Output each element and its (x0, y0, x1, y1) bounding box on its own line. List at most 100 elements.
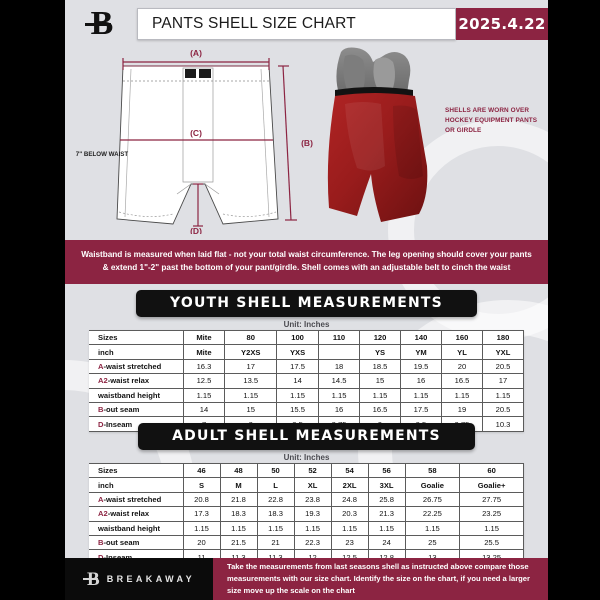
table-cell: 14.5 (318, 373, 361, 389)
table-cell: 21.3 (367, 506, 406, 522)
table-cell: 20 (182, 534, 221, 551)
table-cell: YS (359, 344, 402, 360)
row-marker: A (98, 361, 104, 371)
row-label: B-out seam (89, 401, 184, 418)
table-cell: 16 (318, 401, 361, 418)
table-cell: 60 (459, 462, 524, 479)
table-cell: 27.75 (459, 491, 524, 508)
breakaway-b-logo-icon: B (84, 5, 113, 42)
table-cell: 1.15 (256, 520, 295, 536)
table-cell: Y2XS (224, 344, 278, 360)
table-cell: 23.25 (459, 506, 524, 522)
table-cell: S (182, 477, 221, 493)
table-cell: 25.5 (459, 534, 524, 551)
table-cell: 1.15 (276, 387, 320, 403)
page-header: B PANTS SHELL SIZE CHART 2025.4.22 (65, 5, 548, 42)
table-cell: 1.15 (182, 387, 226, 403)
table-cell: 12.5 (182, 373, 226, 389)
table-cell: 16.3 (182, 358, 226, 375)
table-cell: 120 (359, 329, 402, 346)
table-cell: 56 (367, 462, 406, 479)
table-cell: 180 (481, 329, 525, 346)
table-cell: 1.15 (359, 387, 402, 403)
table-cell: 3XL (367, 477, 406, 493)
table-cell: 22.8 (256, 491, 295, 508)
table-cell: 16.5 (441, 373, 483, 389)
row-marker: D (98, 419, 104, 429)
table-row: A2-waist relax 17.3 18.3 18.3 19.3 20.3 21.3 22… (89, 506, 524, 522)
row-label: A2-waist relax (89, 373, 184, 389)
table-cell: 1.15 (224, 387, 278, 403)
row-marker: D (98, 553, 103, 562)
table-cell: Mite (182, 344, 226, 360)
table-cell: 19.5 (400, 358, 442, 375)
table-cell: 15 (359, 373, 402, 389)
diagram-label-a: (A) (190, 48, 202, 58)
row-marker: B (98, 538, 104, 548)
table-cell: 1.15 (293, 520, 332, 536)
footer-brand: B BREAKAWAY (65, 558, 213, 600)
table-cell: 54 (330, 462, 369, 479)
title-bar: PANTS SHELL SIZE CHART (137, 8, 456, 40)
diagram-area: (A) (B) (C) (D) 7" BELOW WAIST (65, 44, 548, 234)
table-cell: 14 (276, 373, 320, 389)
table-cell: 24.8 (330, 491, 369, 508)
table-cell: YL (441, 344, 483, 360)
footer-note: Take the measurements from last seasons … (213, 558, 548, 600)
table-cell: 2XL (330, 477, 369, 493)
table-cell: Mite (182, 329, 226, 346)
table-cell: 1.15 (459, 520, 524, 536)
instruction-banner: Waistband is measured when laid flat - n… (65, 240, 548, 284)
table-cell: 17.3 (182, 506, 221, 522)
breakaway-b-logo-icon: B (83, 568, 100, 590)
diagram-label-b: (B) (301, 138, 313, 148)
pants-technical-drawing: (A) (B) (C) (D) (116, 48, 313, 234)
table-cell: 25.8 (367, 491, 406, 508)
row-marker: A (98, 494, 104, 504)
table-cell: 17 (224, 358, 278, 375)
table-cell: YM (400, 344, 442, 360)
table-row: A-waist stretched 20.8 21.8 22.8 23.8 24.8 25.… (89, 491, 524, 508)
adult-unit-label: Unit: Inches (283, 453, 330, 462)
adult-measurements-table: Sizes 46 48 50 52 54 56 58 60 inch S M L XL 2XL 3XL Goal… (89, 462, 524, 565)
table-cell: 23.8 (293, 491, 332, 508)
table-cell: 19 (441, 401, 483, 418)
table-cell: 21.8 (219, 491, 258, 508)
table-cell: XL (293, 477, 332, 493)
table-cell: 20 (441, 358, 483, 375)
table-cell: 1.15 (182, 520, 221, 536)
youth-section-title: YOUTH SHELL MEASUREMENTS (136, 290, 477, 317)
youth-measurements-table: Sizes Mite 80 100 110 120 140 160 180 inch Mite Y2X… (89, 329, 525, 432)
page-footer: B BREAKAWAY Take the measurements from l… (65, 558, 548, 600)
table-cell: 15.5 (276, 401, 320, 418)
table-cell: 21.5 (219, 534, 258, 551)
date-badge: 2025.4.22 (456, 8, 548, 40)
row-label: Sizes (89, 329, 184, 346)
table-cell: 52 (293, 462, 332, 479)
table-cell: 1.15 (318, 387, 361, 403)
table-cell: 140 (400, 329, 442, 346)
table-cell: 18 (318, 358, 361, 375)
row-label: waistband height (89, 387, 184, 403)
table-cell: 48 (219, 462, 258, 479)
table-cell: 16 (400, 373, 442, 389)
table-cell: 20.5 (481, 358, 525, 375)
table-cell: 17.5 (276, 358, 320, 375)
table-row: inch Mite Y2XS YXS YS YM YL YXL (89, 344, 525, 360)
table-cell: 18.5 (359, 358, 402, 375)
table-cell: 14 (182, 401, 226, 418)
table-row: waistband height 1.15 1.15 1.15 1.15 1.15 1.15… (89, 520, 524, 536)
table-row: waistband height 1.15 1.15 1.15 1.15 1.15 1.15… (89, 387, 525, 403)
table-cell: 1.15 (330, 520, 369, 536)
table-cell (318, 344, 361, 360)
table-cell: 17.5 (400, 401, 442, 418)
adult-section-header: ADULT SHELL MEASUREMENTS Unit: Inches (65, 423, 548, 462)
table-cell: 18.3 (256, 506, 295, 522)
table-row: Sizes Mite 80 100 110 120 140 160 180 (89, 329, 525, 346)
row-label: inch (89, 477, 184, 493)
photo-note: SHELLS ARE WORN OVER HOCKEY EQUIPMENT PA… (445, 107, 538, 134)
row-label: Sizes (89, 462, 184, 479)
table-cell: 24 (367, 534, 406, 551)
youth-section-header: YOUTH SHELL MEASUREMENTS Unit: Inches (65, 290, 548, 329)
table-cell: 16.5 (359, 401, 402, 418)
